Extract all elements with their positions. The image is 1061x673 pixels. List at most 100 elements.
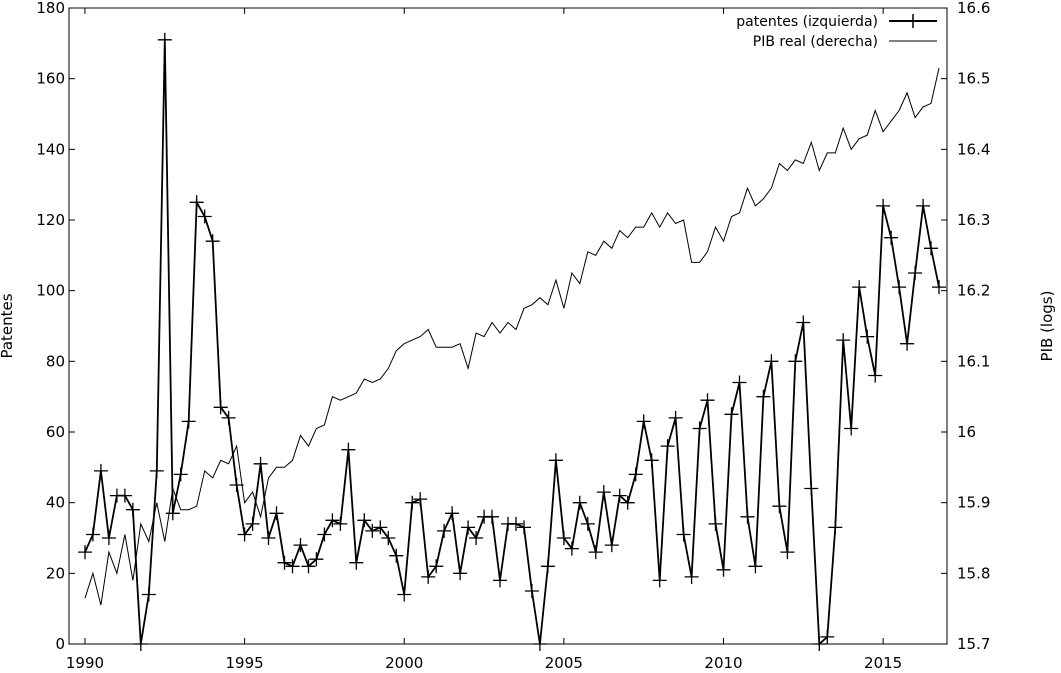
patentes-point-91 bbox=[804, 481, 819, 496]
patentes-point-25 bbox=[277, 555, 292, 570]
y-axis-left-label: Patentes bbox=[0, 293, 16, 358]
patentes-point-100 bbox=[876, 198, 891, 213]
patentes-point-97 bbox=[852, 280, 867, 295]
patentes-point-61 bbox=[564, 541, 579, 556]
x-tick-label-2000: 2000 bbox=[385, 654, 423, 672]
patentes-point-87 bbox=[772, 499, 787, 514]
patentes-point-62 bbox=[572, 495, 587, 510]
legend-label-patentes: patentes (izquierda) bbox=[736, 14, 878, 30]
patentes-point-84 bbox=[748, 559, 763, 574]
patentes-point-19 bbox=[229, 478, 244, 492]
patentes-point-102 bbox=[892, 280, 907, 295]
plot-frame bbox=[68, 7, 948, 645]
x-tick-label-2015: 2015 bbox=[864, 654, 902, 672]
patentes-point-27 bbox=[293, 538, 308, 553]
patentes-point-90 bbox=[796, 315, 811, 330]
patentes-point-31 bbox=[325, 513, 340, 528]
patentes-point-11 bbox=[165, 506, 180, 521]
patentes-point-23 bbox=[261, 531, 276, 545]
patentes-point-68 bbox=[620, 495, 635, 510]
patentes-point-82 bbox=[732, 375, 747, 390]
patentes-point-54 bbox=[509, 516, 523, 531]
y-left-tick-label-160: 160 bbox=[36, 70, 65, 88]
patentes-point-52 bbox=[493, 573, 507, 588]
patentes-point-35 bbox=[357, 513, 372, 528]
patentes-point-28 bbox=[301, 559, 316, 574]
y-left-tick-label-0: 0 bbox=[55, 635, 65, 653]
patentes-point-76 bbox=[684, 569, 699, 584]
patentes-point-60 bbox=[556, 531, 571, 545]
patentes-point-83 bbox=[740, 509, 755, 524]
patentes-point-74 bbox=[668, 410, 683, 425]
patentes-point-22 bbox=[253, 456, 268, 471]
patentes-point-94 bbox=[828, 520, 843, 535]
patentes-point-8 bbox=[141, 587, 156, 602]
y-left-tick-label-140: 140 bbox=[36, 140, 65, 158]
y-left-tick-label-120: 120 bbox=[36, 211, 65, 229]
y-right-tick-label-16.4: 16.4 bbox=[957, 140, 990, 158]
y-right-tick-label-15.9: 15.9 bbox=[957, 494, 990, 512]
patentes-point-48 bbox=[461, 520, 476, 535]
patentes-point-33 bbox=[341, 442, 356, 457]
patentes-point-39 bbox=[389, 548, 404, 563]
legend-marker-patentes bbox=[906, 14, 920, 28]
patentes-point-73 bbox=[660, 439, 675, 454]
patentes-point-42 bbox=[413, 492, 428, 507]
patentes-point-67 bbox=[612, 488, 627, 503]
patentes-point-56 bbox=[524, 584, 539, 598]
y-right-tick-label-16.3: 16.3 bbox=[957, 211, 990, 229]
patentes-point-36 bbox=[365, 523, 380, 538]
patentes-point-32 bbox=[333, 516, 348, 531]
legend-label-pib: PIB real (derecha) bbox=[753, 34, 878, 50]
y-right-tick-label-15.8: 15.8 bbox=[957, 564, 990, 582]
patentes-point-81 bbox=[724, 407, 739, 422]
patentes-point-47 bbox=[453, 566, 468, 581]
patentes-point-0 bbox=[78, 545, 92, 560]
y-axis-right-label: PIB (logs) bbox=[1038, 291, 1056, 362]
patentes-point-71 bbox=[644, 453, 659, 468]
patentes-point-1 bbox=[85, 527, 100, 542]
patentes-point-29 bbox=[309, 552, 324, 567]
patentes-point-51 bbox=[485, 509, 499, 524]
y-right-tick-label-16.2: 16.2 bbox=[957, 282, 990, 300]
y-left-tick-label-80: 80 bbox=[46, 352, 65, 370]
patentes-point-64 bbox=[588, 545, 603, 560]
y-right-tick-label-15.7: 15.7 bbox=[957, 635, 990, 653]
patentes-point-46 bbox=[445, 506, 460, 521]
patentes-point-41 bbox=[405, 495, 420, 510]
patentes-point-63 bbox=[580, 516, 595, 531]
patentes-point-58 bbox=[540, 559, 555, 574]
y-left-tick-label-180: 180 bbox=[36, 0, 65, 17]
patentes-point-18 bbox=[221, 410, 236, 425]
patentes-point-6 bbox=[125, 502, 140, 517]
patentes-point-95 bbox=[836, 333, 851, 348]
patentes-point-20 bbox=[237, 527, 252, 542]
patentes-point-49 bbox=[469, 531, 484, 545]
y-left-tick-label-20: 20 bbox=[46, 564, 65, 582]
patentes-point-38 bbox=[381, 531, 396, 545]
patentes-point-24 bbox=[269, 506, 284, 521]
patentes-point-78 bbox=[700, 393, 715, 408]
x-tick-label-2010: 2010 bbox=[704, 654, 742, 672]
patentes-point-105 bbox=[916, 198, 931, 213]
patentes-point-89 bbox=[788, 354, 803, 369]
ticks-layer: 1990 1995 2000 2005 2010 2015 0 20 40 60 80 100 120 1… bbox=[36, 0, 990, 672]
patentes-point-45 bbox=[437, 523, 452, 538]
patentes-point-2 bbox=[93, 463, 108, 478]
patentes-point-9 bbox=[149, 463, 164, 478]
patentes-point-98 bbox=[860, 329, 875, 344]
patentes-point-5 bbox=[117, 488, 132, 503]
patentes-point-77 bbox=[692, 421, 707, 436]
patentes-point-14 bbox=[189, 195, 204, 210]
y-right-tick-label-16.6: 16.6 bbox=[957, 0, 990, 17]
patentes-point-10 bbox=[157, 32, 172, 47]
y-right-tick-label-16.5: 16.5 bbox=[957, 70, 990, 88]
y-right-tick-label-16: 16 bbox=[957, 423, 976, 441]
patentes-point-37 bbox=[373, 520, 388, 535]
series-line-pib-real bbox=[84, 67, 940, 606]
patentes-point-103 bbox=[900, 336, 915, 351]
patentes-point-72 bbox=[652, 573, 667, 588]
patentes-point-88 bbox=[780, 545, 795, 560]
